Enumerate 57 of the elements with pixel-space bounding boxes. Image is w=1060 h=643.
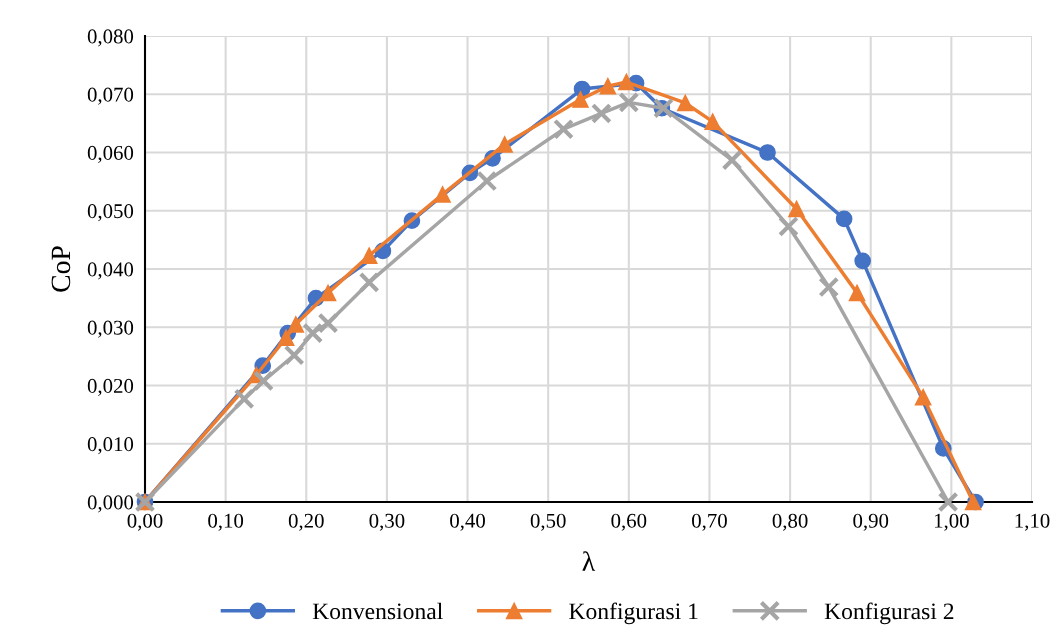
x-tick-label: 0,90 [853, 513, 889, 531]
x-tick-label: 0,60 [611, 513, 647, 531]
point [302, 322, 324, 344]
point [277, 329, 295, 347]
x-tick-label: 0,00 [127, 513, 163, 531]
point [572, 91, 589, 108]
point [317, 312, 339, 334]
point [360, 247, 378, 264]
y-tick-label: 0,050 [87, 204, 134, 222]
point [818, 276, 840, 298]
x-tick-label: 1,00 [934, 513, 969, 531]
point [496, 136, 513, 153]
point [476, 170, 498, 192]
point [287, 316, 305, 333]
x-tick-label: 1,10 [1015, 513, 1050, 531]
x-tick-label: 0,30 [369, 513, 405, 531]
x-axis-title: λ [582, 551, 596, 571]
legend-label: Konfigurasi 2 [824, 602, 954, 625]
point [358, 271, 380, 293]
legend-label: Konfigurasi 1 [569, 602, 698, 625]
x-tick-label: 0,70 [692, 513, 727, 531]
point [848, 284, 866, 302]
point [778, 216, 799, 237]
point [319, 284, 337, 302]
y-tick-label: 0,040 [87, 262, 134, 280]
point [788, 200, 805, 218]
y-tick-label: 0,030 [87, 320, 134, 338]
x-tick-label: 0,50 [530, 513, 566, 531]
point [233, 388, 255, 410]
point [721, 149, 743, 171]
point [759, 144, 776, 161]
y-tick-label: 0,080 [87, 29, 134, 47]
x-tick-label: 0,10 [208, 513, 244, 531]
y-tick-label: 0,070 [87, 87, 134, 105]
point [914, 388, 932, 406]
point [553, 118, 574, 140]
point [618, 91, 640, 113]
point [704, 113, 722, 130]
y-tick-label: 0,000 [87, 495, 134, 513]
x-tick-label: 0,80 [772, 513, 808, 531]
legend-label: Konvensional [312, 602, 443, 620]
y-axis-title: CoP [51, 246, 71, 292]
y-tick-label: 0,010 [87, 437, 134, 455]
point [937, 491, 959, 513]
point [590, 103, 612, 124]
x-tick-label: 0,20 [288, 513, 324, 531]
point [835, 210, 853, 228]
point [676, 94, 694, 112]
x-tick-label: 0,40 [450, 513, 485, 531]
point [283, 344, 305, 366]
point [434, 186, 451, 203]
point [253, 370, 274, 392]
point [618, 73, 635, 91]
point [599, 77, 617, 95]
y-tick-label: 0,020 [87, 378, 134, 396]
y-tick-label: 0,060 [87, 145, 134, 163]
point [854, 252, 871, 270]
